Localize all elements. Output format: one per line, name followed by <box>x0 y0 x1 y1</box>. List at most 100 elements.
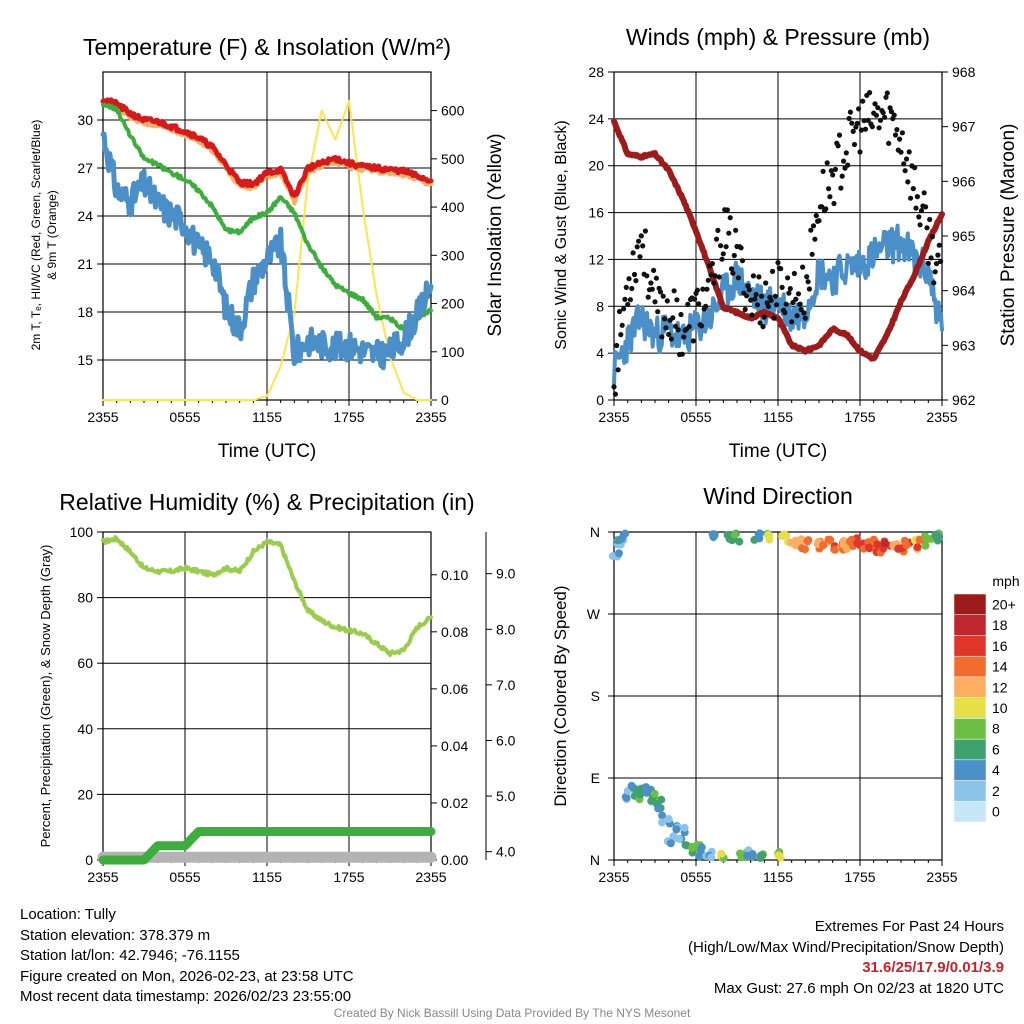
series-line-solar-insolation <box>102 99 432 401</box>
gust-point <box>819 204 825 210</box>
gust-point <box>830 172 836 178</box>
gust-point <box>928 255 934 261</box>
gust-point <box>938 258 944 265</box>
gust-point <box>826 186 832 192</box>
series-line-relative-humidity <box>101 535 433 657</box>
gust-point <box>626 276 632 282</box>
y-axis-label: Direction (Colored By Speed) <box>551 585 570 806</box>
gust-point <box>917 222 923 228</box>
gust-point <box>765 303 772 310</box>
gust-point <box>674 297 680 303</box>
gust-point <box>750 273 757 279</box>
direction-point <box>664 815 673 823</box>
gust-point <box>662 316 668 322</box>
gust-point <box>749 312 755 318</box>
direction-point <box>839 540 848 549</box>
gust-point <box>614 342 620 349</box>
y2-axis-label: Solar Insolation (Yellow) <box>485 133 506 336</box>
gust-point <box>804 274 810 280</box>
wind-axis-tick-label: 0 <box>596 392 604 408</box>
gust-point <box>746 287 752 293</box>
direction-point <box>774 851 783 860</box>
gust-point <box>726 230 732 236</box>
gust-point <box>681 334 687 340</box>
gust-point <box>619 322 625 328</box>
gust-point <box>854 120 860 126</box>
direction-point <box>627 781 636 790</box>
gust-point <box>671 288 677 294</box>
solar-axis-tick-label: 600 <box>441 103 465 119</box>
direction-point <box>672 825 681 834</box>
gust-point <box>712 273 718 279</box>
rh-axis-tick-label: 60 <box>77 655 93 671</box>
snow-axis-tick-label: 7.0 <box>496 677 516 693</box>
gust-point <box>675 327 681 333</box>
gust-point <box>809 251 815 257</box>
gust-point <box>704 286 710 292</box>
gust-point <box>931 280 937 286</box>
gust-point <box>760 324 766 330</box>
gust-point <box>918 208 925 214</box>
gust-point <box>668 336 675 342</box>
gust-point <box>876 125 882 131</box>
pressure-axis-tick-label: 962 <box>952 392 976 408</box>
gust-point <box>880 110 886 116</box>
gust-point <box>906 149 912 155</box>
legend-swatch <box>953 635 987 657</box>
gust-point <box>728 266 735 272</box>
gust-point <box>634 244 640 250</box>
direction-point <box>735 537 744 546</box>
gust-point <box>808 227 814 233</box>
gust-point <box>616 308 623 315</box>
gust-point <box>752 296 758 302</box>
y2-axis-label: Station Pressure (Maroon) <box>998 124 1019 347</box>
gust-point <box>898 149 904 155</box>
gust-point <box>929 234 936 240</box>
legend-swatch <box>953 718 987 740</box>
direction-point <box>696 852 705 861</box>
dir-tick-label: S <box>591 688 600 704</box>
gust-point <box>679 351 685 357</box>
precip-axis-tick-label: 0.10 <box>441 567 468 583</box>
direction-point <box>680 823 689 832</box>
gust-point <box>666 331 672 337</box>
x-tick-label: 1155 <box>763 869 793 885</box>
gust-point <box>831 200 837 207</box>
gust-point <box>623 284 629 290</box>
temp-axis-tick-label: 15 <box>77 352 93 368</box>
gust-point <box>621 306 627 312</box>
x-axis-label: Time (UTC) <box>218 441 317 462</box>
gust-point <box>823 206 829 212</box>
gust-point <box>723 244 729 250</box>
gust-point <box>711 280 717 286</box>
gust-point <box>816 218 822 224</box>
temp-axis-tick-label: 27 <box>77 160 93 176</box>
x-axis-label: Time (UTC) <box>729 441 828 462</box>
wind-axis-tick-label: 8 <box>596 298 604 314</box>
extremes-fields: (High/Low/Max Wind/Precipitation/Snow De… <box>688 938 1004 956</box>
gust-point <box>867 90 873 96</box>
direction-point <box>853 539 862 547</box>
gust-point <box>660 293 666 299</box>
gust-point <box>810 223 817 229</box>
gust-point <box>655 309 661 315</box>
snow-axis-tick-label: 9.0 <box>496 566 516 582</box>
extremes-info: Extremes For Past 24 Hours (High/Low/Max… <box>688 917 1004 999</box>
gust-point <box>694 287 701 293</box>
direction-point <box>873 540 882 549</box>
rh-axis-tick-label: 80 <box>77 590 93 606</box>
gust-point <box>800 264 806 270</box>
gust-point <box>672 323 679 329</box>
gust-point <box>769 268 776 274</box>
gust-point <box>910 186 916 192</box>
gust-point <box>663 325 669 331</box>
gust-point <box>812 236 818 242</box>
gust-point <box>925 260 931 266</box>
gust-point <box>785 275 791 281</box>
direction-point <box>758 851 767 860</box>
series-line-station-pressure <box>611 118 945 362</box>
gust-point <box>664 298 670 304</box>
x-tick-label: 2355 <box>87 409 118 425</box>
gust-point <box>935 252 941 258</box>
